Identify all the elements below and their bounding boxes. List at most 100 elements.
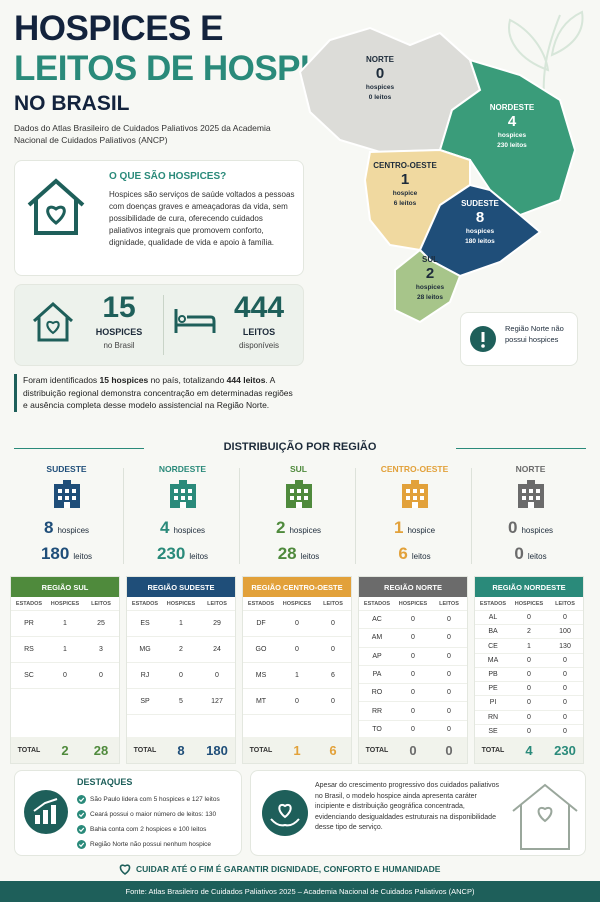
- house-icon: [32, 301, 74, 342]
- table-row: ES 1 29: [127, 611, 235, 637]
- region-hospices: 0 hospices: [474, 518, 587, 538]
- total-cell: TOTAL: [133, 746, 157, 754]
- total-cell: TOTAL: [365, 746, 389, 754]
- leitos-count: 6: [398, 544, 408, 563]
- table-cell: AM: [371, 634, 383, 642]
- chart-icon: [24, 790, 68, 834]
- table-row: RJ 0 0: [127, 663, 235, 689]
- table-cell: MG: [139, 646, 151, 653]
- hospices-count: 8: [43, 518, 54, 537]
- hospices-count: 2: [275, 518, 286, 537]
- highlight-item: Ceará possui o maior número de leitos: 1…: [77, 808, 239, 821]
- table-cell: 0: [527, 685, 531, 693]
- building-icon: [402, 480, 428, 508]
- note: Região Norte não possui hospices: [505, 324, 564, 344]
- leitos-count: 28: [277, 544, 297, 563]
- table-cell: RJ: [140, 672, 150, 679]
- region-name: SUL: [290, 464, 307, 474]
- table-cell: 0: [527, 670, 531, 678]
- table-cell: 25: [97, 620, 105, 627]
- table-row: PR 1 25: [11, 611, 119, 637]
- table-cell: 0: [447, 634, 451, 642]
- map-region-unit: hospices: [366, 84, 395, 91]
- about-text: Hospices são serviços de saúde voltados …: [109, 190, 295, 247]
- table-cell: 0: [563, 685, 567, 693]
- table-cell: SE: [488, 727, 498, 735]
- table-cell: 0: [527, 713, 531, 721]
- map-region-count: 2: [426, 265, 434, 282]
- column-header: ESTADOS: [479, 600, 507, 607]
- table-cell: 0: [295, 646, 299, 653]
- table-cell: 1: [63, 646, 67, 653]
- table-cell: 127: [211, 698, 223, 705]
- table-cell: 1: [527, 642, 531, 650]
- table-cell: 0: [447, 707, 451, 715]
- table-cell: 29: [213, 620, 221, 627]
- table-cell: PA: [372, 670, 382, 678]
- divider: [123, 468, 124, 564]
- map-region-name: CENTRO-OESTE: [373, 161, 437, 170]
- check-icon: [77, 795, 86, 804]
- map-region-unit: hospices: [498, 132, 527, 139]
- table-total: TOTAL 4 230: [475, 737, 583, 763]
- table-row: SC 0 0: [11, 663, 119, 689]
- table-cell: 0: [411, 652, 415, 660]
- divider: [163, 295, 164, 355]
- map-region-count: 0: [376, 65, 384, 82]
- stat-label: HOSPICES: [95, 327, 143, 337]
- table-cell: 2: [179, 646, 183, 653]
- leitos-unit: leitos: [189, 552, 209, 561]
- highlight-text: São Paulo lidera com 5 hospices e 127 le…: [90, 796, 220, 803]
- highlight-item: Região Norte não possui nenhum hospice: [77, 838, 239, 851]
- total-cell: 4: [525, 742, 533, 758]
- region-sudeste: [418, 183, 542, 278]
- title-line-3: NO BRASIL: [14, 92, 130, 115]
- table-cell: RR: [371, 707, 383, 715]
- care-icon: [262, 790, 308, 836]
- about-card: O QUE SÃO HOSPICES? Hospices são serviço…: [14, 160, 304, 276]
- map-region-leitos: 0 leitos: [369, 94, 392, 101]
- table-cell: 0: [563, 727, 567, 735]
- column-header: LEITOS: [555, 600, 575, 607]
- hospices-unit: hospices: [289, 526, 322, 535]
- table-cell: SP: [140, 698, 150, 705]
- building-icon: [54, 480, 80, 508]
- table-cell: MA: [487, 656, 499, 664]
- leitos-count: 180: [40, 544, 70, 563]
- check-icon: [77, 840, 86, 849]
- table-cell: PR: [24, 620, 34, 627]
- map-region-name: NORDESTE: [490, 103, 535, 112]
- building-icon: [170, 480, 196, 508]
- table-title: REGIÃO SUL: [11, 577, 119, 597]
- hospices-count: 0: [507, 518, 518, 537]
- summary-part: Foram identificados: [23, 375, 100, 385]
- summary-part: no país, totalizando: [148, 375, 227, 385]
- check-icon: [77, 810, 86, 819]
- table-cell: ES: [140, 620, 150, 627]
- building-icon: [518, 480, 544, 508]
- region-hospices: 2 hospices: [242, 518, 355, 538]
- table-row: DF 0 0: [243, 611, 351, 637]
- column-header: LEITOS: [439, 600, 459, 607]
- region-leitos: 6 leitos: [358, 544, 471, 564]
- source: Fonte: Atlas Brasileiro de Cuidados Pali…: [0, 881, 600, 902]
- highlight-item: Bahia conta com 2 hospices e 100 leitos: [77, 823, 239, 836]
- region-name: SUDESTE: [46, 464, 87, 474]
- map-region-count: 8: [476, 209, 484, 226]
- summary-part: . A distribuição regional demonstra conc…: [23, 375, 293, 410]
- highlights-card: DESTAQUES São Paulo lidera com 5 hospice…: [14, 770, 242, 856]
- leitos-count: 0: [514, 544, 524, 563]
- table-cell: AC: [372, 616, 382, 624]
- table-cell: 0: [411, 725, 415, 733]
- total-cell: TOTAL: [17, 746, 41, 754]
- rule: [456, 448, 586, 449]
- check-icon: [77, 825, 86, 834]
- region-table: REGIÃO SUDESTE ESTADOS HOSPICES LEITOS ES 1 29…: [126, 576, 236, 764]
- stat-label: LEITOS: [242, 327, 276, 337]
- table-cell: 1: [295, 672, 299, 679]
- table-cell: 0: [99, 672, 103, 679]
- table-cell: 0: [447, 689, 451, 697]
- total-cell: 2: [61, 742, 69, 758]
- table-row: MT 0 0: [243, 689, 351, 715]
